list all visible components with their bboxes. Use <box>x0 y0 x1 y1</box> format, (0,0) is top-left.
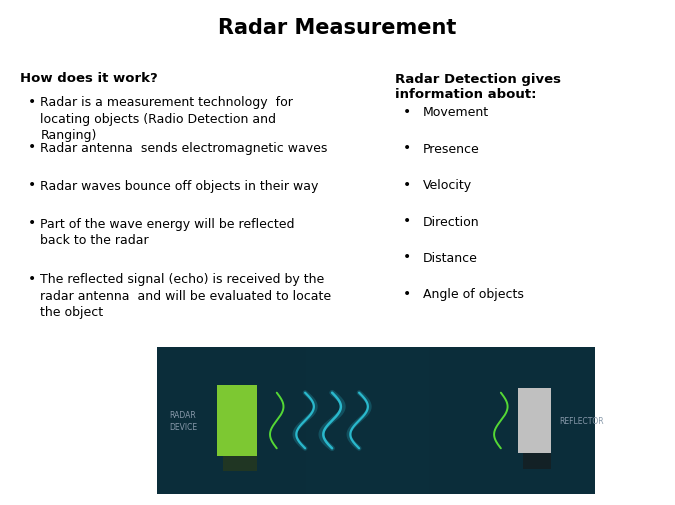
Text: Radar Measurement: Radar Measurement <box>218 18 457 38</box>
Text: •: • <box>28 94 36 109</box>
Text: •: • <box>28 216 36 230</box>
Text: Velocity: Velocity <box>423 179 472 192</box>
Text: REFLECTOR: REFLECTOR <box>560 416 604 425</box>
Text: •: • <box>28 271 36 285</box>
Text: Radar waves bounce off objects in their way: Radar waves bounce off objects in their … <box>40 179 319 192</box>
Text: Distance: Distance <box>423 251 478 265</box>
Text: RADAR
DEVICE: RADAR DEVICE <box>169 410 197 431</box>
FancyBboxPatch shape <box>522 453 551 469</box>
FancyBboxPatch shape <box>217 385 256 456</box>
Text: The reflected signal (echo) is received by the
radar antenna  and will be evalua: The reflected signal (echo) is received … <box>40 273 331 319</box>
Text: Movement: Movement <box>423 106 489 119</box>
Text: Direction: Direction <box>423 215 480 228</box>
FancyBboxPatch shape <box>223 456 256 471</box>
Text: •: • <box>403 286 411 300</box>
Text: •: • <box>28 140 36 154</box>
Text: Radar antenna  sends electromagnetic waves: Radar antenna sends electromagnetic wave… <box>40 141 328 155</box>
Text: Angle of objects: Angle of objects <box>423 288 524 301</box>
Text: Presence: Presence <box>423 142 480 156</box>
Text: •: • <box>28 178 36 192</box>
Text: Part of the wave energy will be reflected
back to the radar: Part of the wave energy will be reflecte… <box>40 217 295 246</box>
FancyBboxPatch shape <box>157 347 595 494</box>
Text: Radar Detection gives
information about:: Radar Detection gives information about: <box>395 73 561 101</box>
Text: •: • <box>403 105 411 119</box>
FancyBboxPatch shape <box>518 388 551 453</box>
Text: •: • <box>403 177 411 191</box>
Text: •: • <box>403 141 411 155</box>
Text: How does it work?: How does it work? <box>20 72 158 85</box>
Text: Radar is a measurement technology  for
locating objects (Radio Detection and
Ran: Radar is a measurement technology for lo… <box>40 96 294 142</box>
Text: •: • <box>403 250 411 264</box>
Text: •: • <box>403 214 411 228</box>
